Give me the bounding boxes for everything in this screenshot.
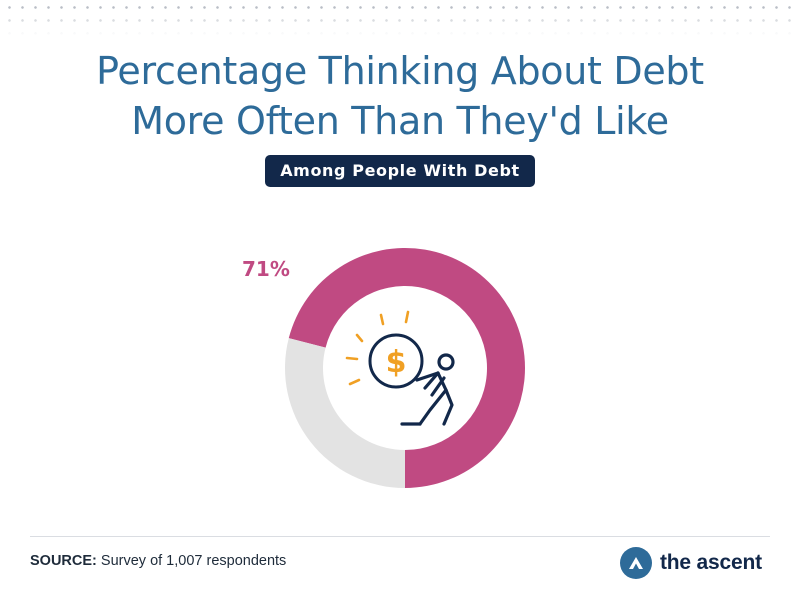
- person-pushing-dollar-coin-icon: $: [345, 310, 455, 426]
- footer-divider: [30, 536, 770, 537]
- the-ascent-logo-icon: [620, 547, 652, 579]
- subtitle-badge: Among People With Debt: [265, 155, 535, 187]
- dollar-sign-icon: $: [386, 345, 407, 380]
- person-figure-icon: [400, 353, 455, 426]
- donut-slices: [284, 248, 526, 488]
- coin-outline-icon: [368, 333, 424, 389]
- dot-pattern-decoration: [0, 0, 800, 36]
- source-text: Survey of 1,007 respondents: [100, 553, 287, 569]
- source-label: SOURCE:: [30, 553, 97, 569]
- coin-rays-icon: [345, 310, 410, 386]
- title-line-2: More Often Than They'd Like: [131, 99, 669, 143]
- slice-label-71: 71%: [242, 257, 290, 281]
- brand-logo: the ascent: [620, 546, 762, 580]
- source-note: SOURCE: Survey of 1,007 respondents: [30, 553, 286, 569]
- brand-name: the ascent: [660, 551, 762, 574]
- donut-slice-71: [288, 248, 526, 488]
- title-line-1: Percentage Thinking About Debt: [96, 49, 704, 93]
- page-title: Percentage Thinking About Debt More Ofte…: [0, 46, 800, 146]
- donut-slice-remainder: [284, 338, 405, 488]
